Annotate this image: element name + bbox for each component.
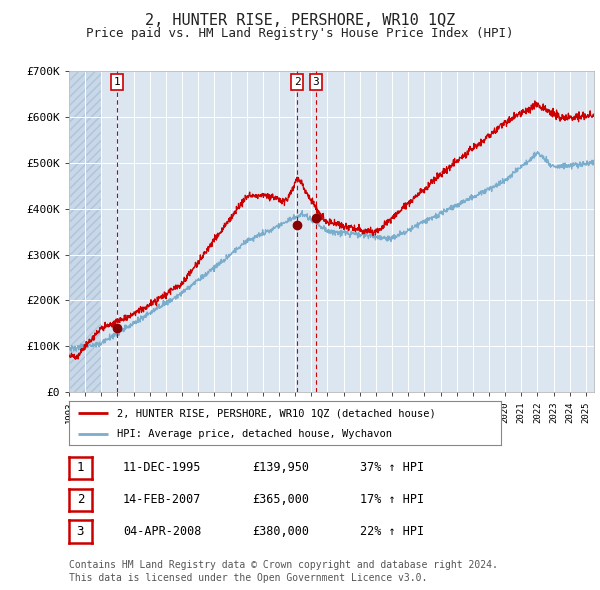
Text: 2: 2 <box>294 77 301 87</box>
Text: 3: 3 <box>312 77 319 87</box>
Text: 14-FEB-2007: 14-FEB-2007 <box>123 493 202 506</box>
Text: 2, HUNTER RISE, PERSHORE, WR10 1QZ: 2, HUNTER RISE, PERSHORE, WR10 1QZ <box>145 13 455 28</box>
Text: Price paid vs. HM Land Registry's House Price Index (HPI): Price paid vs. HM Land Registry's House … <box>86 27 514 40</box>
Text: 1: 1 <box>113 77 120 87</box>
Text: £139,950: £139,950 <box>252 461 309 474</box>
Text: 3: 3 <box>77 525 84 538</box>
Text: HPI: Average price, detached house, Wychavon: HPI: Average price, detached house, Wych… <box>116 428 392 438</box>
Text: 1: 1 <box>77 461 84 474</box>
Text: 22% ↑ HPI: 22% ↑ HPI <box>360 525 424 538</box>
Text: 17% ↑ HPI: 17% ↑ HPI <box>360 493 424 506</box>
Text: £380,000: £380,000 <box>252 525 309 538</box>
Text: 2, HUNTER RISE, PERSHORE, WR10 1QZ (detached house): 2, HUNTER RISE, PERSHORE, WR10 1QZ (deta… <box>116 408 435 418</box>
Text: 11-DEC-1995: 11-DEC-1995 <box>123 461 202 474</box>
Text: £365,000: £365,000 <box>252 493 309 506</box>
Text: Contains HM Land Registry data © Crown copyright and database right 2024.
This d: Contains HM Land Registry data © Crown c… <box>69 560 498 583</box>
Text: 04-APR-2008: 04-APR-2008 <box>123 525 202 538</box>
Text: 37% ↑ HPI: 37% ↑ HPI <box>360 461 424 474</box>
Text: 2: 2 <box>77 493 84 506</box>
